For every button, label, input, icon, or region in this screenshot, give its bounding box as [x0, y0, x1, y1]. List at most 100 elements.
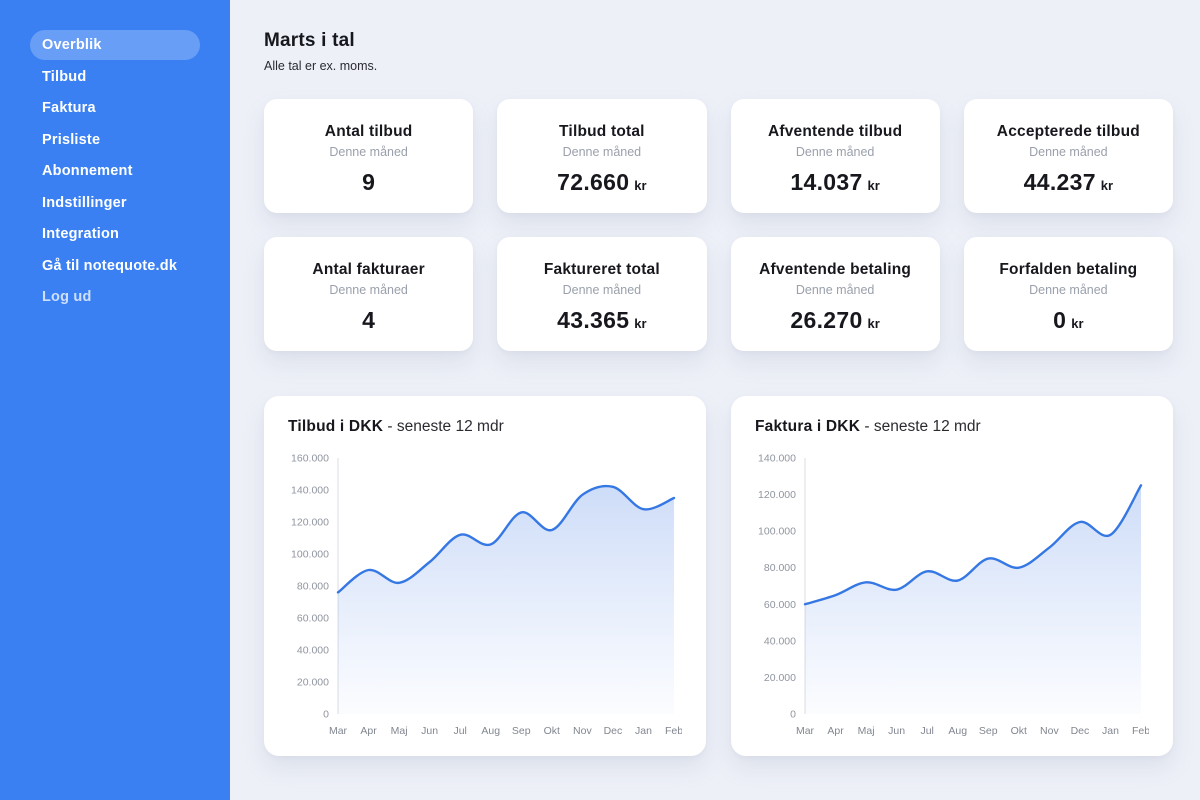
stat-card-value: 9 [362, 169, 376, 195]
x-tick-label: Sep [979, 725, 998, 737]
y-tick-label: 0 [790, 709, 796, 721]
stat-card-antal-tilbud: Antal tilbud Denne måned 9 [264, 99, 474, 213]
stat-card-title: Accepterede tilbud [996, 123, 1140, 140]
faktura-area-chart: 0 20.000 40.000 60.000 80.000 100.000 120.000 1… [758, 453, 1149, 738]
sidebar-item-indstillinger[interactable]: Indstillinger [42, 194, 127, 211]
x-tick-label: Jun [888, 725, 905, 737]
stat-card-period: Denne måned [795, 145, 875, 159]
chart-card-tilbud: Tilbud i DKK - seneste 12 mdr 0 20.000 40.… [264, 396, 706, 756]
stat-card-value: 72.660 kr [557, 169, 647, 195]
x-tick-label: Apr [827, 725, 844, 737]
stat-card-value: 26.270 kr [790, 307, 880, 333]
sidebar-item-abonnement[interactable]: Abonnement [42, 163, 133, 179]
x-tick-label: Jul [453, 725, 466, 737]
x-tick-label: Jan [1102, 725, 1119, 737]
chart-card-faktura: Faktura i DKK - seneste 12 mdr 0 20.000 40… [731, 396, 1173, 756]
stat-card-faktureret-total: Faktureret total Denne måned 43.365 kr [497, 237, 707, 351]
stat-card-value: 0 kr [1053, 307, 1084, 333]
stat-card-afventende-betaling: Afventende betaling Denne måned 26.270 kr [730, 237, 940, 351]
sidebar-nav: Overblik Tilbud Faktura Prisliste Abonnement… [30, 30, 200, 312]
x-tick-label: Mar [329, 725, 348, 737]
x-tick-label: Aug [948, 725, 967, 737]
x-tick-label: Mar [796, 725, 815, 737]
stat-card-period: Denne måned [562, 283, 642, 297]
y-tick-label: 140.000 [291, 485, 329, 497]
x-tick-label: Jul [920, 725, 933, 737]
x-tick-label: Jan [635, 725, 652, 737]
x-tick-label: Apr [360, 725, 377, 737]
stat-card-value: 4 [362, 307, 376, 333]
x-tick-label: Okt [1011, 725, 1027, 737]
y-tick-label: 100.000 [291, 549, 329, 561]
y-tick-label: 120.000 [758, 489, 796, 501]
stat-card-title: Afventende betaling [759, 261, 912, 278]
stat-card-period: Denne måned [1029, 283, 1108, 297]
tilbud-chart-title-suffix: - seneste 12 mdr [387, 418, 504, 435]
stat-card-title: Faktureret total [543, 261, 660, 278]
sidebar-item-tilbud[interactable]: Tilbud [42, 68, 87, 85]
stat-card-title: Antal fakturaer [312, 261, 425, 278]
sidebar-item-prisliste[interactable]: Prisliste [42, 131, 101, 148]
stat-card-value: 14.037 kr [790, 169, 880, 195]
y-tick-label: 100.000 [758, 526, 796, 538]
page-title: Marts i tal [264, 30, 355, 51]
stat-card-title: Tilbud total [559, 123, 645, 140]
faktura-chart-title-text: Faktura i DKK [755, 418, 861, 435]
y-tick-label: 0 [323, 709, 329, 721]
tilbud-chart-title: Tilbud i DKK - seneste 12 mdr [288, 418, 682, 436]
stat-card-antal-fakturaer: Antal fakturaer Denne måned 4 [264, 237, 474, 351]
y-tick-label: 20.000 [764, 672, 796, 684]
tilbud-area-chart: 0 20.000 40.000 60.000 80.000 100.000 120.000 1… [291, 453, 682, 738]
y-tick-label: 80.000 [297, 581, 329, 593]
y-tick-label: 40.000 [764, 635, 796, 647]
main-content: Marts i tal Alle tal er ex. moms. Antal … [230, 0, 1200, 800]
y-tick-label: 40.000 [297, 645, 329, 657]
x-tick-label: Nov [573, 725, 592, 737]
stat-card-forfalden-betaling: Forfalden betaling Denne måned 0 kr [963, 237, 1173, 351]
series-line [803, 484, 1143, 606]
x-tick-label: Nov [1040, 725, 1059, 737]
x-tick-label: Maj [858, 725, 875, 737]
stat-card-value: 44.237 kr [1023, 169, 1114, 195]
y-tick-label: 20.000 [297, 677, 329, 689]
charts-row: Tilbud i DKK - seneste 12 mdr 0 20.000 40.… [264, 396, 1173, 756]
sidebar-item-overblik[interactable]: Overblik [30, 30, 200, 60]
x-tick-label: Dec [604, 725, 623, 737]
stat-card-period: Denne måned [1029, 145, 1108, 159]
page-header: Marts i tal Alle tal er ex. moms. [264, 30, 1173, 73]
area-fill [805, 485, 1141, 714]
x-tick-label: Dec [1071, 725, 1090, 737]
x-tick-label: Aug [481, 725, 500, 737]
page-subtitle: Alle tal er ex. moms. [264, 59, 378, 73]
y-tick-label: 120.000 [291, 517, 329, 529]
stat-card-tilbud-total: Tilbud total Denne måned 72.660 kr [497, 99, 707, 213]
sidebar-item-integration[interactable]: Integration [42, 226, 120, 242]
stat-card-title: Antal tilbud [324, 123, 413, 140]
sidebar-item-faktura[interactable]: Faktura [42, 100, 96, 116]
sidebar-item-ga-til-notequote[interactable]: Gå til notequote.dk [42, 257, 178, 274]
stat-card-period: Denne måned [329, 283, 408, 297]
y-tick-label: 60.000 [764, 599, 796, 611]
y-tick-label: 60.000 [297, 613, 329, 625]
series-line [336, 484, 676, 594]
x-tick-label: Maj [391, 725, 408, 737]
x-tick-label: Feb [1132, 725, 1149, 737]
stat-card-accepterede-tilbud: Accepterede tilbud Denne måned 44.237 kr [963, 99, 1173, 213]
stat-card-afventende-tilbud: Afventende tilbud Denne måned 14.037 kr [730, 99, 940, 213]
stat-card-title: Afventende tilbud [767, 123, 903, 140]
sidebar: Overblik Tilbud Faktura Prisliste Abonnement… [0, 0, 230, 800]
area-fill [338, 486, 674, 714]
x-tick-label: Jun [421, 725, 438, 737]
sidebar-item-log-ud[interactable]: Log ud [42, 289, 92, 305]
y-tick-label: 140.000 [758, 453, 796, 465]
stat-card-value: 43.365 kr [557, 307, 647, 333]
tilbud-chart-title-text: Tilbud i DKK [288, 418, 384, 435]
stats-grid: Antal tilbud Denne måned 9 Tilbud total Denn… [264, 99, 1173, 351]
y-tick-label: 160.000 [291, 453, 329, 465]
stat-card-period: Denne måned [795, 283, 875, 297]
faktura-chart-title: Faktura i DKK - seneste 12 mdr [755, 418, 1149, 436]
stat-card-period: Denne måned [562, 145, 642, 159]
x-tick-label: Sep [512, 725, 531, 737]
faktura-chart-title-suffix: - seneste 12 mdr [864, 418, 981, 435]
